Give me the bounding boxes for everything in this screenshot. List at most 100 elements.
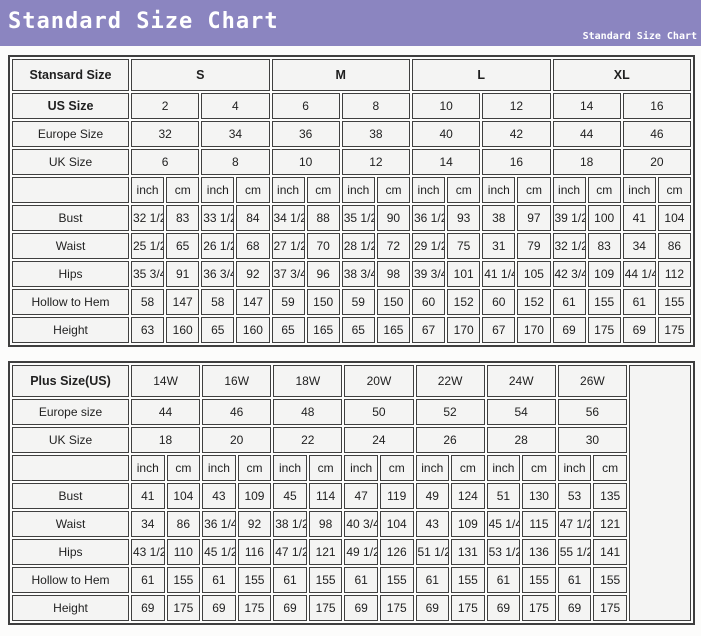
table-cell: inch: [622, 177, 656, 203]
table-cell: 8: [341, 93, 410, 119]
table-cell: 47 1/2: [273, 539, 307, 565]
tables-container: Stansard Size S M L XL US Size 2 4 6 8 10 12 14 16 Eur…: [0, 55, 701, 625]
table-cell: 165: [376, 317, 410, 343]
table-cell: 69: [344, 595, 378, 621]
table-cell: inch: [131, 177, 165, 203]
row-header-cell: Bust: [12, 483, 129, 509]
table-cell: 53: [557, 483, 592, 509]
table-cell: 8: [201, 149, 270, 175]
table-cell: cm: [237, 455, 272, 481]
table-cell: 37 3/4: [271, 261, 305, 287]
table-cell: 121: [308, 539, 343, 565]
table-cell: 50: [344, 399, 414, 425]
table-cell: 175: [237, 595, 272, 621]
table-cell: 46: [202, 399, 272, 425]
row-header-cell: Hollow to Hem: [12, 567, 129, 593]
table-cell: 86: [166, 511, 201, 537]
table-cell: 45 1/2: [202, 539, 236, 565]
table-cell: 18: [552, 149, 621, 175]
table-cell: inch: [131, 455, 165, 481]
table-cell: 136: [522, 539, 556, 565]
page-subtitle: Standard Size Chart: [582, 31, 697, 42]
table-cell: 16: [482, 149, 551, 175]
table-cell: 55 1/2: [557, 539, 592, 565]
row-header-cell: [12, 177, 129, 203]
table-cell: 14: [552, 93, 621, 119]
table-cell: 61: [622, 289, 656, 315]
table-cell: 155: [237, 567, 272, 593]
table-cell: 109: [237, 483, 272, 509]
table-cell: 10: [271, 149, 340, 175]
table-cell: 75: [447, 233, 481, 259]
table-cell: 150: [306, 289, 340, 315]
table-cell: 126: [379, 539, 414, 565]
table-cell: 42: [482, 121, 551, 147]
table-cell: 170: [447, 317, 481, 343]
row-header-cell: Height: [12, 317, 129, 343]
column-header-cell: 20W: [344, 365, 414, 397]
table-cell: cm: [166, 177, 200, 203]
row-header-cell: Europe Size: [12, 121, 129, 147]
table-cell: 69: [131, 595, 165, 621]
table-cell: 25 1/2: [131, 233, 165, 259]
table-cell: 59: [341, 289, 375, 315]
table-cell: 175: [166, 595, 201, 621]
table-cell: 155: [593, 567, 627, 593]
page-title: Standard Size Chart: [8, 9, 279, 34]
table-cell: 147: [166, 289, 200, 315]
table-cell: 46: [622, 121, 691, 147]
table-cell: 43 1/2: [131, 539, 165, 565]
table-cell: 61: [415, 567, 450, 593]
table-cell: 41: [131, 483, 165, 509]
table-cell: 175: [522, 595, 556, 621]
table-cell: 54: [486, 399, 556, 425]
table-cell: 101: [447, 261, 481, 287]
table-cell: 61: [131, 567, 165, 593]
table-cell: cm: [236, 177, 270, 203]
table-cell: 98: [308, 511, 343, 537]
table-cell: 67: [412, 317, 446, 343]
table-cell: cm: [376, 177, 410, 203]
table-cell: 33 1/2: [201, 205, 235, 231]
column-header-cell: 26W: [557, 365, 627, 397]
table-cell: 69: [552, 317, 586, 343]
table-cell: 31: [482, 233, 516, 259]
table-cell: 61: [557, 567, 592, 593]
table-cell: 109: [587, 261, 621, 287]
table-cell: 44 1/4: [622, 261, 656, 287]
table-cell: 2: [131, 93, 200, 119]
column-header-cell: S: [131, 59, 270, 91]
table-cell: inch: [557, 455, 592, 481]
table-cell: 175: [657, 317, 691, 343]
table-cell: 72: [376, 233, 410, 259]
table-cell: 61: [344, 567, 378, 593]
table-cell: 152: [447, 289, 481, 315]
table-cell: 63: [131, 317, 165, 343]
table-cell: 141: [593, 539, 627, 565]
row-header-cell: Waist: [12, 511, 129, 537]
table-cell: 14: [412, 149, 481, 175]
table-cell: 98: [376, 261, 410, 287]
table-cell: 61: [273, 567, 307, 593]
table-cell: 114: [308, 483, 343, 509]
table-cell: 69: [415, 595, 450, 621]
row-header-cell: UK Size: [12, 427, 129, 453]
table-cell: 150: [376, 289, 410, 315]
table-cell: inch: [412, 177, 446, 203]
table-cell: inch: [202, 455, 236, 481]
table-cell: 10: [412, 93, 481, 119]
table-cell: 115: [522, 511, 556, 537]
column-header-cell: 24W: [486, 365, 556, 397]
table-cell: 65: [271, 317, 305, 343]
plus-size-table: Plus Size(US) 14W 16W 18W 20W 22W 24W 26W Europe…: [8, 361, 695, 625]
table-cell: 90: [376, 205, 410, 231]
table-cell: 36: [271, 121, 340, 147]
table-cell: 6: [271, 93, 340, 119]
table-cell: 38 1/2: [273, 511, 307, 537]
table-cell: inch: [341, 177, 375, 203]
table-cell: 39 1/2: [552, 205, 586, 231]
table-cell: inch: [482, 177, 516, 203]
table-cell: 160: [236, 317, 270, 343]
table-cell: 28: [486, 427, 556, 453]
table-cell: 12: [482, 93, 551, 119]
